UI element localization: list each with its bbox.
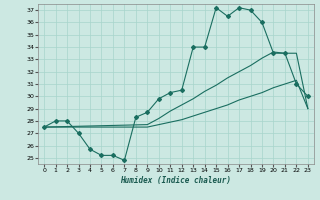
X-axis label: Humidex (Indice chaleur): Humidex (Indice chaleur) [121, 176, 231, 185]
